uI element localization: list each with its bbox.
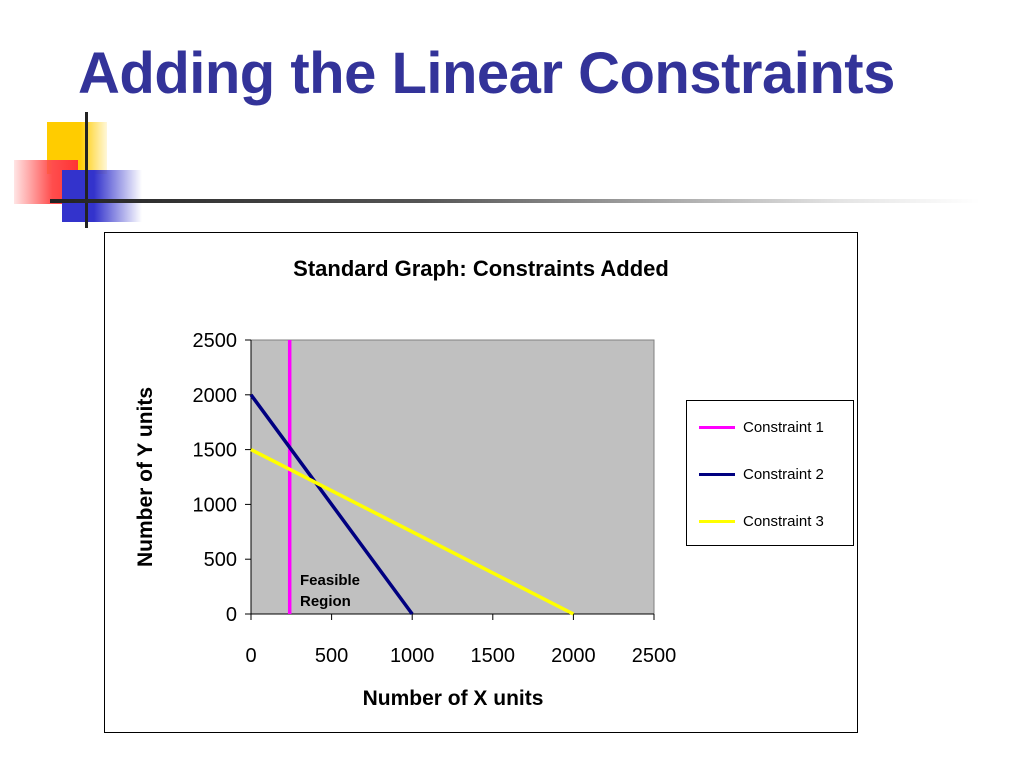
series-line-constraint-3 bbox=[250, 448, 575, 616]
x-tick-label: 1000 bbox=[390, 645, 435, 667]
feasible-region-label-line1: Feasible bbox=[300, 572, 360, 589]
plot-area bbox=[250, 339, 655, 615]
axis-ticks: 0 500 1000 1500 2000 2500 0 500 1000 1500 2000 2500 bbox=[193, 330, 677, 667]
legend-label-constraint-3: Constraint 3 bbox=[743, 512, 824, 530]
x-tick-label: 2000 bbox=[551, 645, 596, 667]
chart-legend: Constraint 1 Constraint 2 Constraint 3 bbox=[686, 400, 854, 546]
y-tick-label: 500 bbox=[204, 549, 237, 571]
series-lines bbox=[249, 340, 575, 616]
legend-label-constraint-1: Constraint 1 bbox=[743, 418, 824, 436]
y-tick-label: 1500 bbox=[193, 440, 238, 462]
series-line-constraint-2 bbox=[249, 393, 414, 616]
feasible-region-label-line2: Region bbox=[300, 593, 351, 610]
legend-swatch-constraint-2 bbox=[699, 472, 735, 476]
y-tick-label: 1000 bbox=[193, 494, 238, 516]
decorative-blue-square bbox=[62, 170, 142, 222]
y-tick-label: 2500 bbox=[193, 330, 238, 352]
legend-item-constraint-2: Constraint 2 bbox=[699, 464, 824, 484]
legend-label-constraint-2: Constraint 2 bbox=[743, 465, 824, 483]
y-tick-label: 0 bbox=[226, 604, 237, 626]
legend-item-constraint-1: Constraint 1 bbox=[699, 417, 824, 437]
x-tick-label: 0 bbox=[245, 645, 256, 667]
x-tick-label: 1500 bbox=[471, 645, 516, 667]
chart-title: Standard Graph: Constraints Added bbox=[293, 256, 669, 281]
slide-title: Adding the Linear Constraints bbox=[78, 41, 895, 106]
x-tick-label: 2500 bbox=[632, 645, 677, 667]
decorative-vertical-line bbox=[85, 112, 88, 228]
x-tick-label: 500 bbox=[315, 645, 348, 667]
legend-item-constraint-3: Constraint 3 bbox=[699, 511, 824, 531]
legend-swatch-constraint-1 bbox=[699, 425, 735, 429]
title-underline-rule bbox=[50, 199, 980, 203]
y-tick-label: 2000 bbox=[193, 385, 238, 407]
y-axis-label: Number of Y units bbox=[134, 387, 157, 567]
x-axis-label: Number of X units bbox=[363, 687, 544, 710]
legend-swatch-constraint-3 bbox=[699, 519, 735, 523]
